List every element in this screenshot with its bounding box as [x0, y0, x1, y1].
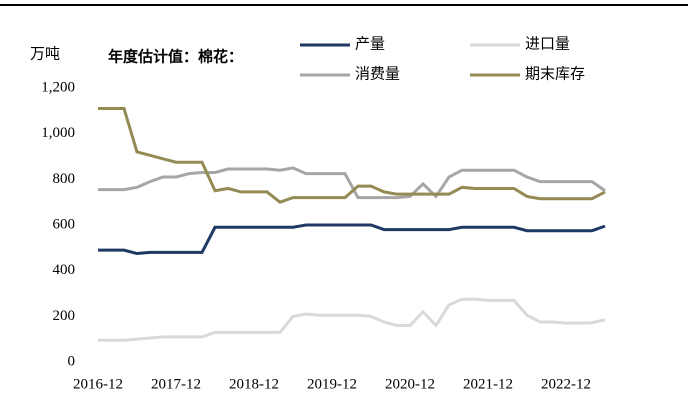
series-line — [98, 166, 606, 200]
y-tick-label: 1,200 — [41, 79, 75, 95]
y-tick-label: 800 — [53, 171, 76, 187]
legend-label: 消费量 — [355, 65, 400, 82]
chart-title: 年度估计值：棉花： — [108, 47, 243, 65]
series-line — [98, 297, 606, 342]
x-tick-label: 2022-12 — [541, 376, 591, 392]
series-line — [98, 107, 606, 204]
series-line — [98, 223, 606, 256]
x-tick-label: 2020-12 — [385, 376, 435, 392]
x-tick-label: 2021-12 — [463, 376, 513, 392]
y-tick-label: 0 — [68, 353, 76, 369]
y-tick-label: 600 — [53, 216, 76, 232]
y-tick-label: 200 — [53, 308, 76, 324]
y-tick-label: 400 — [53, 262, 76, 278]
x-tick-label: 2018-12 — [229, 376, 279, 392]
x-tick-label: 2019-12 — [307, 376, 357, 392]
x-tick-label: 2016-12 — [73, 376, 123, 392]
y-tick-label: 1,000 — [41, 125, 75, 141]
legend-label: 期末库存 — [525, 65, 585, 82]
x-tick-label: 2017-12 — [151, 376, 201, 392]
legend-label: 产量 — [355, 35, 385, 52]
legend-label: 进口量 — [525, 35, 570, 52]
y-axis-unit: 万吨 — [30, 45, 60, 62]
